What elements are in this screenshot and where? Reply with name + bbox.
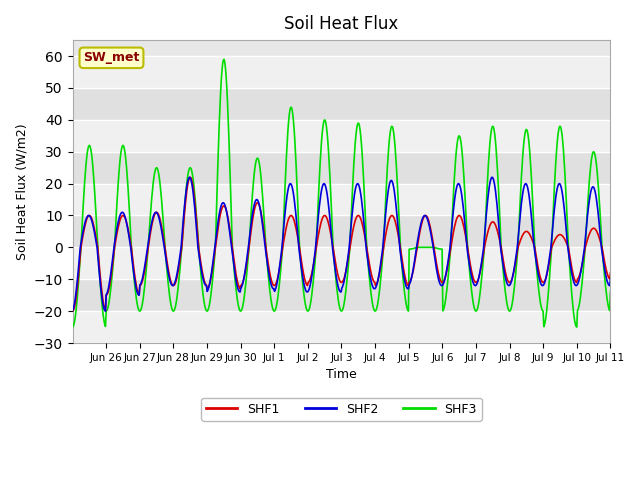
Legend: SHF1, SHF2, SHF3: SHF1, SHF2, SHF3 xyxy=(201,398,482,421)
Y-axis label: Soil Heat Flux (W/m2): Soil Heat Flux (W/m2) xyxy=(15,123,28,260)
Title: Soil Heat Flux: Soil Heat Flux xyxy=(284,15,399,33)
Bar xyxy=(72,56,611,88)
X-axis label: Time: Time xyxy=(326,368,357,381)
Text: SW_met: SW_met xyxy=(83,51,140,64)
Bar xyxy=(72,152,611,183)
Bar xyxy=(72,279,611,311)
Bar xyxy=(72,247,611,279)
Bar xyxy=(72,120,611,152)
Bar xyxy=(72,183,611,216)
Bar xyxy=(72,311,611,343)
Bar xyxy=(72,216,611,247)
Bar xyxy=(72,88,611,120)
